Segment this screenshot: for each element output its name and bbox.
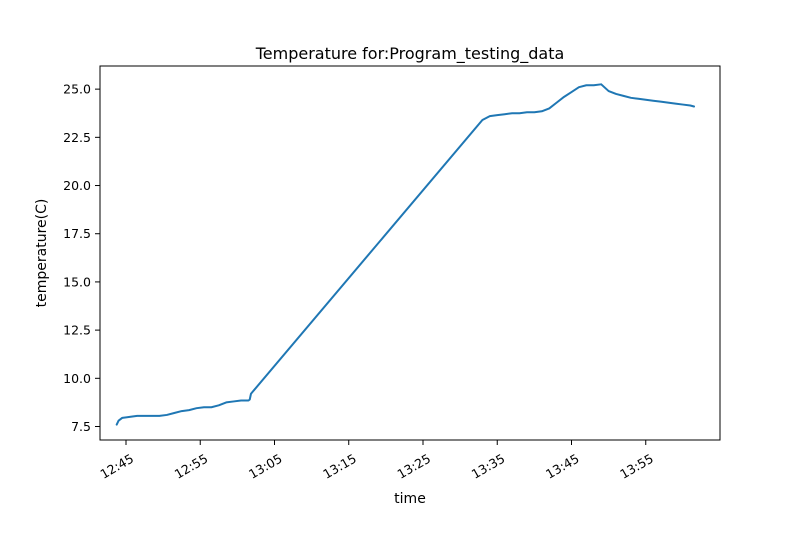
- y-axis: 7.5 10.0 12.5 15.0 17.5 20.0 22.5 25.0: [63, 82, 100, 434]
- y-tick-label: 22.5: [63, 130, 91, 145]
- chart-title: Temperature for:Program_testing_data: [255, 44, 565, 64]
- x-axis-label: time: [394, 491, 426, 507]
- y-tick-label: 10.0: [63, 371, 91, 386]
- plot-area: [99, 65, 721, 441]
- y-tick-label: 12.5: [63, 323, 91, 338]
- y-tick-label: 7.5: [71, 419, 91, 434]
- x-tick-label: 13:05: [246, 451, 285, 482]
- x-axis: 12:45 12:55 13:05 13:15 13:25 13:35 13:45 13:55: [97, 440, 656, 482]
- y-tick-label: 20.0: [63, 178, 91, 193]
- x-tick-label: 12:55: [172, 451, 211, 482]
- x-tick-label: 13:45: [543, 451, 582, 482]
- axes-frame: [99, 65, 721, 441]
- x-tick-label: 12:45: [97, 451, 136, 482]
- y-tick-label: 25.0: [63, 82, 91, 97]
- x-tick-label: 13:15: [320, 451, 359, 482]
- y-axis-label: temperature(C): [34, 199, 50, 308]
- y-tick-label: 15.0: [63, 274, 91, 289]
- series-line-0: [115, 83, 696, 426]
- x-tick-label: 13:55: [617, 451, 656, 482]
- series-layer: [115, 83, 696, 426]
- y-tick-label: 17.5: [63, 226, 91, 241]
- x-tick-label: 13:35: [469, 451, 508, 482]
- x-tick-label: 13:25: [394, 451, 433, 482]
